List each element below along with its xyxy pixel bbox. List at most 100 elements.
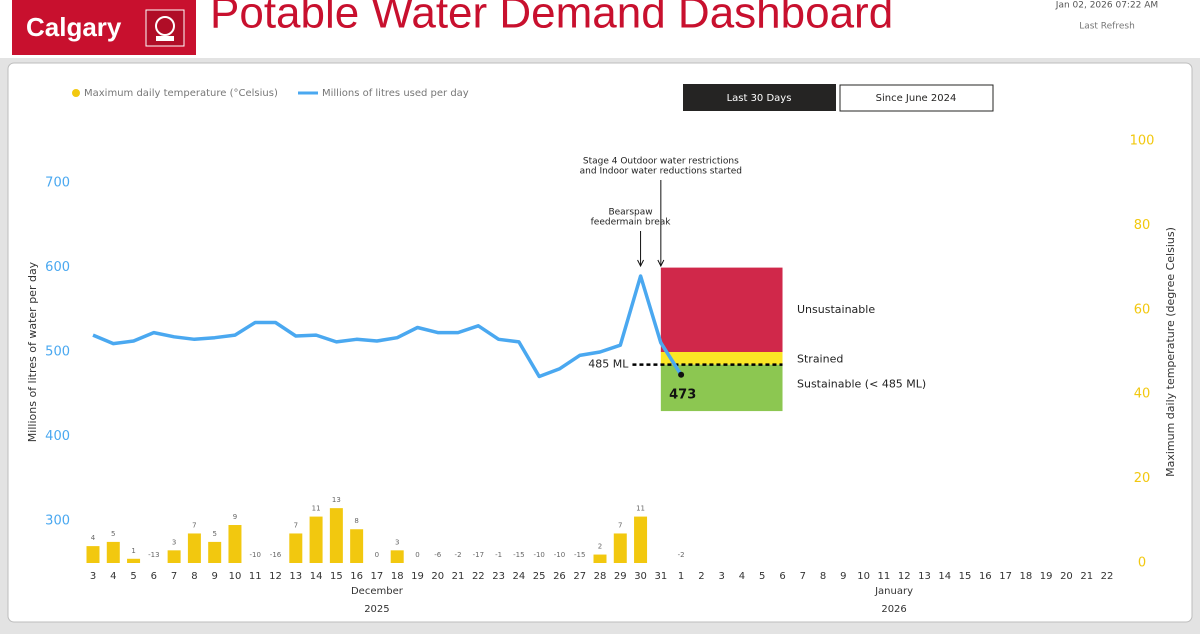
y2-tick-label: 100 xyxy=(1130,134,1155,149)
x-tick-label: 26 xyxy=(553,571,566,582)
x-tick-label: 15 xyxy=(330,571,343,582)
y-tick-label: 400 xyxy=(45,429,70,444)
y-tick-label: 700 xyxy=(45,176,70,191)
water-line xyxy=(92,274,683,379)
x-tick-label: 8 xyxy=(820,571,826,582)
x-tick-label: 12 xyxy=(898,571,911,582)
x-tick-label: 30 xyxy=(634,571,647,582)
x-group-label: December xyxy=(351,586,404,597)
x-tick-label: 11 xyxy=(878,571,891,582)
x-tick-label: 9 xyxy=(211,571,217,582)
button-label[interactable]: Since June 2024 xyxy=(876,93,957,104)
temperature-label: 9 xyxy=(233,513,237,521)
x-tick-label: 7 xyxy=(171,571,177,582)
temperature-label: -15 xyxy=(513,551,524,559)
band-label: Unsustainable xyxy=(797,303,875,316)
x-tick-label: 17 xyxy=(999,571,1012,582)
x-tick-label: 29 xyxy=(614,571,627,582)
x-tick-label: 8 xyxy=(191,571,197,582)
x-tick-label: 5 xyxy=(759,571,765,582)
y-tick-label: 600 xyxy=(45,260,70,275)
button-label[interactable]: Last 30 Days xyxy=(727,93,792,104)
y-axis-title: Millions of litres of water per day xyxy=(26,261,39,442)
x-tick-label: 13 xyxy=(289,571,302,582)
temperature-label: -10 xyxy=(250,551,261,559)
y-tick-label: 500 xyxy=(45,345,70,360)
x-tick-label: 18 xyxy=(391,571,404,582)
x-tick-label: 22 xyxy=(472,571,485,582)
temperature-label: 11 xyxy=(312,505,321,513)
x-tick-label: 6 xyxy=(151,571,157,582)
temperature-bar xyxy=(86,546,100,563)
x-tick-label: 19 xyxy=(411,571,424,582)
temperature-label: 4 xyxy=(91,534,96,542)
annotation-text: feedermain break xyxy=(591,218,672,228)
chart-panel xyxy=(7,62,1193,623)
last-point xyxy=(678,371,685,378)
x-tick-label: 19 xyxy=(1040,571,1053,582)
temperature-bar xyxy=(127,558,141,563)
button-last-30-days[interactable] xyxy=(683,84,836,111)
x-tick-label: 20 xyxy=(1060,571,1073,582)
threshold-label: 485 ML xyxy=(588,358,629,371)
x-group-year: 2025 xyxy=(364,604,389,615)
y2-tick-label: 0 xyxy=(1138,556,1146,571)
temperature-bar xyxy=(390,550,404,563)
page-title: Potable Water Demand Dashboard xyxy=(210,0,893,38)
x-tick-label: 22 xyxy=(1101,571,1114,582)
temperature-label: -13 xyxy=(148,551,159,559)
temperature-label: 5 xyxy=(111,530,115,538)
temperature-label: 3 xyxy=(395,538,399,546)
x-tick-label: 11 xyxy=(249,571,262,582)
x-tick-label: 25 xyxy=(533,571,546,582)
band xyxy=(660,267,783,352)
temperature-label: 11 xyxy=(636,505,645,513)
temperature-bar xyxy=(309,516,323,563)
band-label: Strained xyxy=(797,352,843,365)
temperature-label: -1 xyxy=(495,551,502,559)
x-tick-label: 3 xyxy=(718,571,724,582)
temperature-bar xyxy=(106,541,120,563)
x-tick-label: 31 xyxy=(654,571,667,582)
temperature-bar xyxy=(228,525,242,563)
x-tick-label: 13 xyxy=(918,571,931,582)
header-bar xyxy=(0,0,1200,58)
x-tick-label: 27 xyxy=(573,571,586,582)
temperature-label: 3 xyxy=(172,538,176,546)
x-tick-label: 17 xyxy=(371,571,384,582)
temperature-label: -15 xyxy=(574,551,585,559)
x-tick-label: 4 xyxy=(110,571,116,582)
logo-text: Calgary xyxy=(26,12,122,42)
button-since-june[interactable] xyxy=(839,84,994,112)
y2-tick-label: 20 xyxy=(1134,471,1151,486)
temperature-bar xyxy=(329,508,343,563)
temperature-bar xyxy=(289,533,303,563)
legend-swatch xyxy=(72,89,80,97)
y2-tick-label: 40 xyxy=(1134,387,1151,402)
annotation-text: and Indoor water reductions started xyxy=(580,167,742,177)
x-tick-label: 20 xyxy=(431,571,444,582)
y2-tick-label: 80 xyxy=(1134,218,1151,233)
x-tick-label: 28 xyxy=(594,571,607,582)
x-tick-label: 15 xyxy=(959,571,972,582)
x-group-label: January xyxy=(874,586,913,597)
temperature-label: -2 xyxy=(455,551,462,559)
y2-axis-title: Maximum daily temperature (degree Celsiu… xyxy=(1164,227,1177,477)
temperature-label: -17 xyxy=(473,551,484,559)
temperature-bar xyxy=(634,516,648,563)
temperature-bar xyxy=(187,533,201,563)
temperature-label: -10 xyxy=(554,551,565,559)
x-tick-label: 14 xyxy=(938,571,951,582)
legend-label: Maximum daily temperature (°Celsius) xyxy=(84,88,278,99)
temperature-bar xyxy=(350,529,364,563)
annotation-text: Stage 4 Outdoor water restrictions xyxy=(583,157,739,167)
temperature-label: 0 xyxy=(375,551,379,559)
annotation-text: Bearspaw xyxy=(608,208,652,218)
temperature-label: -10 xyxy=(533,551,544,559)
last-value-label: 473 xyxy=(669,387,696,402)
x-tick-label: 4 xyxy=(739,571,745,582)
temperature-label: 7 xyxy=(618,521,622,529)
temperature-label: 13 xyxy=(332,496,341,504)
